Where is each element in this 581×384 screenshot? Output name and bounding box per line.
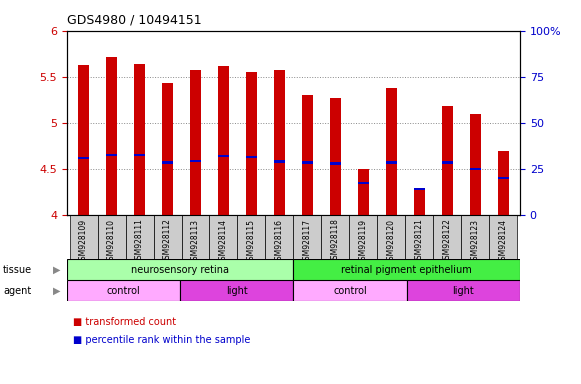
Text: ▶: ▶ (53, 286, 60, 296)
Bar (134, 154, 145, 156)
Text: GSM928120: GSM928120 (387, 218, 396, 265)
Text: GSM928115: GSM928115 (247, 218, 256, 265)
Text: ■ transformed count: ■ transformed count (73, 317, 175, 327)
Text: GSM928109: GSM928109 (79, 218, 88, 265)
FancyBboxPatch shape (349, 215, 377, 259)
FancyBboxPatch shape (293, 280, 407, 301)
FancyBboxPatch shape (293, 215, 321, 259)
Text: GSM928121: GSM928121 (415, 218, 424, 265)
Bar (106, 56, 117, 215)
Bar (218, 155, 229, 157)
Bar (414, 188, 425, 190)
Text: GSM928118: GSM928118 (331, 218, 340, 265)
Bar (469, 114, 481, 215)
Bar (302, 161, 313, 164)
Text: light: light (226, 286, 248, 296)
FancyBboxPatch shape (153, 215, 181, 259)
Bar (469, 168, 481, 170)
Text: GSM928117: GSM928117 (303, 218, 312, 265)
Text: GSM928123: GSM928123 (471, 218, 480, 265)
FancyBboxPatch shape (98, 215, 125, 259)
Text: agent: agent (3, 286, 31, 296)
Bar (330, 98, 341, 215)
Bar (190, 159, 201, 162)
FancyBboxPatch shape (67, 280, 180, 301)
Bar (330, 162, 341, 165)
Bar (274, 70, 285, 215)
Text: GSM928111: GSM928111 (135, 218, 144, 265)
Bar (414, 190, 425, 215)
Text: GDS4980 / 10494151: GDS4980 / 10494151 (67, 14, 202, 27)
Bar (78, 157, 89, 159)
FancyBboxPatch shape (67, 259, 293, 280)
FancyBboxPatch shape (461, 215, 489, 259)
Bar (218, 66, 229, 215)
Bar (190, 70, 201, 215)
FancyBboxPatch shape (181, 215, 210, 259)
FancyBboxPatch shape (433, 215, 461, 259)
Bar (358, 182, 369, 184)
Bar (497, 177, 509, 179)
Bar (106, 154, 117, 156)
Text: GSM928113: GSM928113 (191, 218, 200, 265)
Bar (162, 161, 173, 164)
Text: GSM928122: GSM928122 (443, 218, 452, 265)
Text: ▶: ▶ (53, 265, 60, 275)
Text: light: light (453, 286, 474, 296)
FancyBboxPatch shape (377, 215, 406, 259)
FancyBboxPatch shape (70, 215, 98, 259)
FancyBboxPatch shape (210, 215, 238, 259)
Bar (386, 88, 397, 215)
Bar (246, 72, 257, 215)
Bar (78, 65, 89, 215)
FancyBboxPatch shape (180, 280, 293, 301)
Bar (386, 161, 397, 164)
Bar (358, 169, 369, 215)
Text: GSM928116: GSM928116 (275, 218, 284, 265)
Text: GSM928110: GSM928110 (107, 218, 116, 265)
Bar (246, 156, 257, 158)
Text: GSM928112: GSM928112 (163, 218, 172, 265)
FancyBboxPatch shape (406, 215, 433, 259)
Bar (442, 106, 453, 215)
Bar (497, 151, 509, 215)
Text: ■ percentile rank within the sample: ■ percentile rank within the sample (73, 335, 250, 345)
FancyBboxPatch shape (238, 215, 266, 259)
Text: GSM928114: GSM928114 (219, 218, 228, 265)
Bar (162, 83, 173, 215)
FancyBboxPatch shape (125, 215, 153, 259)
Text: GSM928119: GSM928119 (359, 218, 368, 265)
Bar (134, 64, 145, 215)
Bar (302, 95, 313, 215)
FancyBboxPatch shape (407, 280, 520, 301)
Bar (274, 161, 285, 163)
Text: neurosensory retina: neurosensory retina (131, 265, 229, 275)
FancyBboxPatch shape (489, 215, 517, 259)
Text: retinal pigment epithelium: retinal pigment epithelium (341, 265, 472, 275)
Text: tissue: tissue (3, 265, 32, 275)
Text: GSM928124: GSM928124 (498, 218, 508, 265)
Text: control: control (333, 286, 367, 296)
Text: control: control (106, 286, 141, 296)
FancyBboxPatch shape (266, 215, 293, 259)
Bar (442, 161, 453, 164)
FancyBboxPatch shape (293, 259, 520, 280)
FancyBboxPatch shape (321, 215, 349, 259)
